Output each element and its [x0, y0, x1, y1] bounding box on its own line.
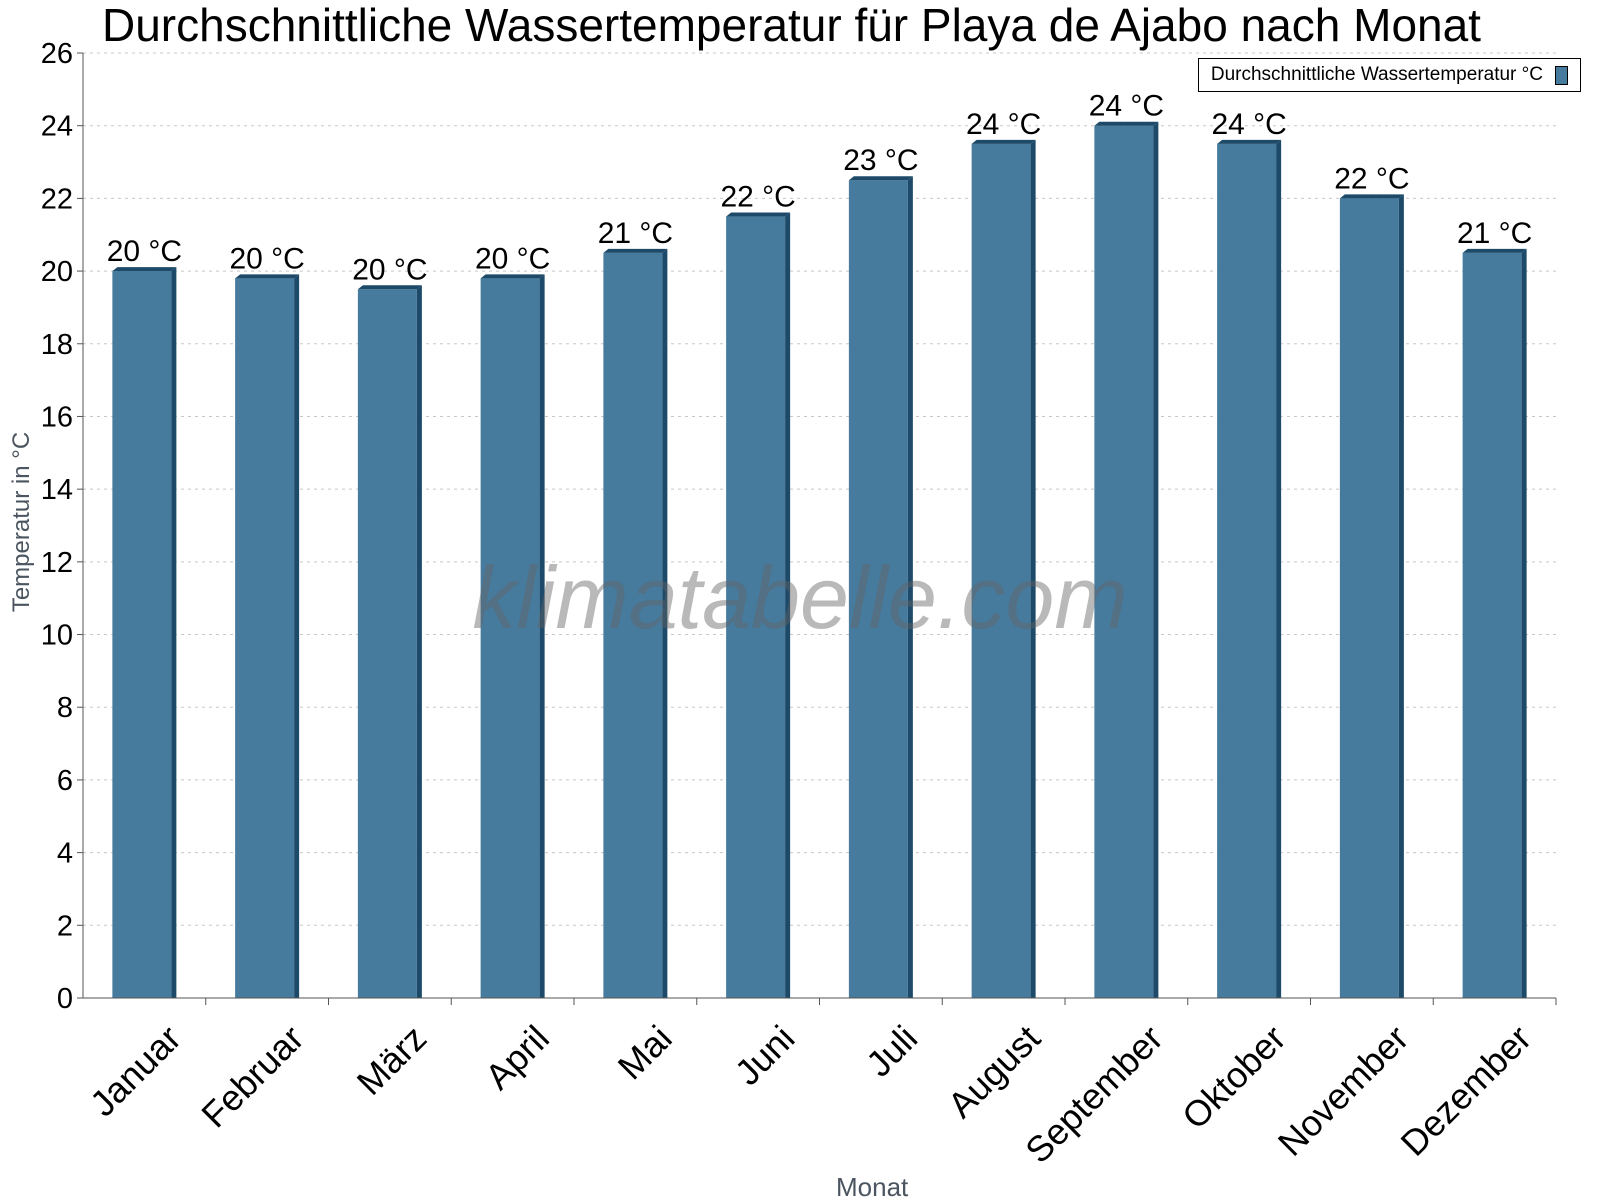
bar	[603, 252, 663, 999]
bar-side	[416, 285, 422, 998]
chart-title: Durchschnittliche Wassertemperatur für P…	[102, 0, 1481, 51]
bar-top	[112, 267, 177, 272]
legend-label: Durchschnittliche Wassertemperatur °C	[1210, 64, 1543, 85]
bar-top	[480, 274, 545, 279]
bar	[112, 271, 172, 999]
data-label: 20 °C	[352, 253, 427, 286]
bar-top	[1339, 194, 1404, 199]
x-tick-label: Dezember	[1393, 1017, 1539, 1163]
y-tick-label: 6	[57, 765, 73, 797]
x-tick-label: Februar	[193, 1017, 311, 1135]
bar-top	[971, 139, 1036, 144]
data-label: 21 °C	[598, 217, 673, 250]
y-tick-label: 2	[57, 910, 73, 942]
watermark: klimatabelle.com	[472, 548, 1128, 647]
bar	[1339, 198, 1399, 998]
x-tick-label: Mai	[610, 1017, 680, 1087]
y-tick-label: 20	[41, 256, 73, 288]
bar-side	[1521, 248, 1527, 999]
y-tick-label: 10	[41, 620, 73, 652]
data-label: 22 °C	[720, 181, 795, 214]
x-axis-title: Monat	[836, 1172, 909, 1202]
bar-top	[726, 212, 791, 217]
bar-side	[662, 248, 668, 999]
data-label: 20 °C	[229, 242, 304, 275]
bar	[480, 278, 540, 998]
bar-side	[294, 274, 300, 998]
legend: Durchschnittliche Wassertemperatur °C	[1197, 58, 1581, 92]
y-tick-label: 8	[57, 692, 73, 724]
bar-top	[1217, 139, 1282, 144]
data-label: 24 °C	[966, 108, 1041, 141]
x-tick-label: Januar	[82, 1017, 189, 1124]
y-tick-label: 12	[41, 547, 73, 579]
bar-top	[848, 176, 913, 181]
bar	[1217, 143, 1277, 999]
y-tick-label: 24	[41, 111, 73, 143]
y-tick-label: 26	[41, 38, 73, 70]
data-label: 22 °C	[1334, 162, 1409, 195]
y-tick-label: 0	[57, 983, 73, 1015]
bar	[1462, 252, 1522, 999]
y-tick-label: 14	[41, 474, 73, 506]
bar-top	[357, 285, 422, 290]
bar	[726, 216, 786, 999]
bars	[112, 121, 1527, 999]
data-label: 23 °C	[843, 144, 918, 177]
bar-side	[171, 267, 177, 999]
bar	[1094, 125, 1154, 998]
x-tick-label: November	[1270, 1017, 1416, 1163]
bar	[235, 278, 295, 998]
y-axis-title: Temperatur in °C	[8, 431, 35, 613]
bar-side	[1030, 139, 1036, 999]
y-tick-label: 4	[57, 838, 73, 870]
y-tick-label: 16	[41, 401, 73, 433]
bar-top	[603, 248, 668, 253]
y-tick-label: 22	[41, 183, 73, 215]
data-label: 20 °C	[107, 235, 182, 268]
gridlines	[83, 52, 1556, 926]
x-tick-label: Juni	[727, 1017, 803, 1093]
x-tick-label: Juli	[858, 1017, 925, 1084]
x-tick-label: April	[477, 1017, 557, 1097]
bar-top	[1094, 121, 1159, 126]
data-label: 21 °C	[1457, 217, 1532, 250]
bar-side	[1153, 121, 1159, 998]
bar-side	[1276, 139, 1282, 999]
bar	[848, 180, 908, 998]
x-tick-label: Oktober	[1174, 1017, 1294, 1137]
bar	[357, 289, 417, 998]
data-label: 24 °C	[1211, 108, 1286, 141]
bar-side	[907, 176, 913, 998]
data-label: 24 °C	[1089, 90, 1164, 123]
bar	[971, 143, 1031, 999]
y-tick-label: 18	[41, 329, 73, 361]
x-tick-label: März	[349, 1017, 435, 1103]
bar-side	[785, 212, 791, 999]
bar-top	[1462, 248, 1527, 253]
legend-swatch	[1555, 65, 1568, 85]
x-tick-label: August	[940, 1017, 1048, 1125]
bar-side	[539, 274, 545, 998]
bar-top	[235, 274, 300, 279]
data-label: 20 °C	[475, 242, 550, 275]
bar-side	[1398, 194, 1404, 998]
data-labels: 20 °C 20 °C 20 °C 20 °C 21 °C 22 °C 23 °C 24 °C…	[107, 90, 1533, 287]
